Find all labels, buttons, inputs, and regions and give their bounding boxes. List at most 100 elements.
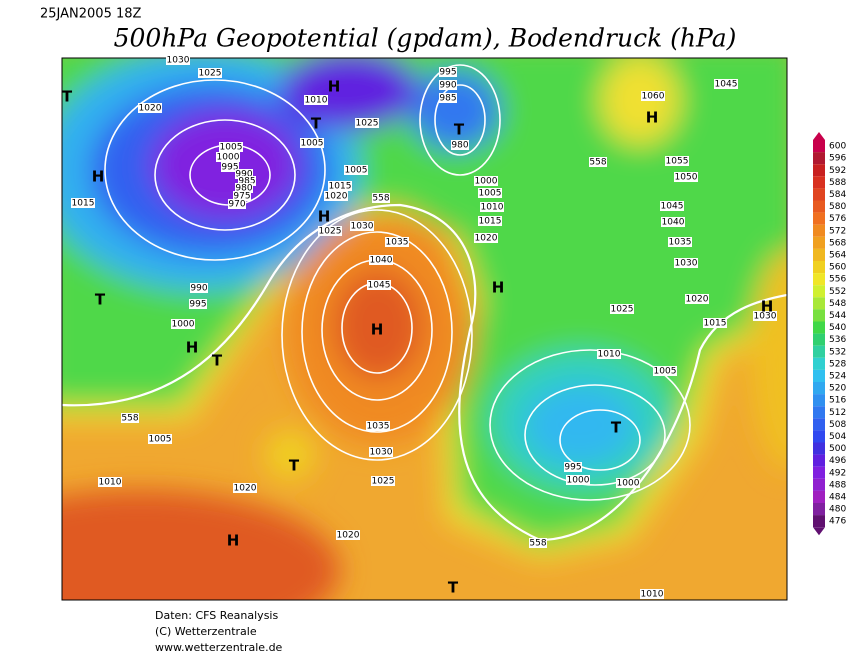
label-bg: [480, 202, 504, 212]
pressure-center: T: [454, 121, 465, 139]
legend-label: 512: [829, 408, 846, 418]
isobar-label: 1010: [641, 590, 664, 600]
pressure-center: H: [646, 109, 659, 127]
legend-label: 540: [829, 323, 846, 333]
legend-label: 560: [829, 263, 846, 273]
legend-swatch: [813, 309, 825, 322]
isobar-label: 1020: [475, 234, 498, 244]
label-bg: [439, 67, 457, 77]
pressure-center: H: [492, 279, 505, 297]
label-bg: [640, 589, 664, 599]
label-bg: [529, 538, 547, 548]
isobar-label: 980: [451, 141, 468, 151]
isobar-label: 1030: [351, 222, 374, 232]
label-bg: [566, 475, 590, 485]
isobar-label: 1045: [661, 202, 684, 212]
isobar-label: 995: [439, 68, 456, 78]
isobar-label: 1025: [372, 477, 395, 487]
isobar-label: 995: [221, 163, 238, 173]
isobar-label: 995: [189, 300, 206, 310]
label-bg: [121, 413, 139, 423]
label-bg: [714, 79, 738, 89]
isobar-label: 1005: [654, 367, 677, 377]
isobar-label: 1015: [704, 319, 727, 329]
isobar-label: 1000: [217, 153, 240, 163]
credit-line: www.wetterzentrale.de: [155, 641, 283, 654]
label-bg: [238, 176, 256, 186]
label-bg: [367, 280, 391, 290]
isobar-label: 1010: [481, 203, 504, 213]
legend-label: 596: [829, 154, 846, 164]
legend-swatch: [813, 333, 825, 346]
legend-swatch: [813, 176, 825, 189]
legend-swatch: [813, 273, 825, 286]
isobar-label: 1020: [337, 531, 360, 541]
label-bg: [668, 237, 692, 247]
legend-label: 476: [829, 517, 846, 527]
isobar-label: 1055: [666, 157, 689, 167]
label-bg: [610, 304, 634, 314]
isobar-label: 1035: [367, 422, 390, 432]
isobar-label: 1025: [199, 69, 222, 79]
label-bg: [597, 349, 621, 359]
label-bg: [166, 55, 190, 65]
label-bg: [233, 191, 251, 201]
isobar-label: 1000: [475, 177, 498, 187]
label-bg: [685, 294, 709, 304]
isobar-label: 1010: [598, 350, 621, 360]
isobar-label: 558: [529, 539, 546, 549]
legend-swatch: [813, 369, 825, 382]
label-bg: [198, 68, 222, 78]
isobar-label: 1025: [356, 119, 379, 129]
label-bg: [564, 462, 582, 472]
isobar-label: 970: [228, 200, 245, 210]
legend-swatch: [813, 345, 825, 358]
credit-line: (C) Wetterzentrale: [155, 625, 257, 638]
label-bg: [589, 157, 607, 167]
label-bg: [478, 188, 502, 198]
legend-label: 492: [829, 468, 846, 478]
legend-label: 488: [829, 480, 846, 490]
legend-label: 532: [829, 347, 846, 357]
legend-swatch: [813, 224, 825, 237]
pressure-center: H: [761, 298, 774, 316]
label-bg: [355, 118, 379, 128]
isobar-label: 990: [190, 284, 207, 294]
legend-label: 520: [829, 384, 846, 394]
label-bg: [439, 80, 457, 90]
label-bg: [369, 447, 393, 457]
legend-label: 484: [829, 492, 846, 502]
pressure-center: T: [311, 115, 322, 133]
isobar-label: 1020: [325, 192, 348, 202]
legend-label: 584: [829, 190, 846, 200]
isobar-label: 1030: [370, 448, 393, 458]
isobar-label: 1050: [675, 173, 698, 183]
pressure-center: T: [289, 457, 300, 475]
isobar-label: 1035: [669, 238, 692, 248]
isobar-label: 1000: [172, 320, 195, 330]
pressure-center: H: [318, 208, 331, 226]
isobar-label: 1030: [167, 56, 190, 66]
legend-label: 544: [829, 311, 846, 321]
label-bg: [674, 172, 698, 182]
isobar-label: 1005: [149, 435, 172, 445]
isobar-label: 1015: [329, 182, 352, 192]
isobar-label: 1010: [99, 478, 122, 488]
label-bg: [674, 258, 698, 268]
isobar-label: 1040: [662, 218, 685, 228]
legend-label: 592: [829, 166, 846, 176]
isobar-label: 1005: [301, 139, 324, 149]
map-field: [62, 58, 787, 600]
legend-arrow: [813, 132, 825, 140]
isobar-label: 1045: [368, 281, 391, 291]
isobar-label: 1030: [754, 312, 777, 322]
pressure-center: H: [371, 321, 384, 339]
legend-swatch: [813, 478, 825, 491]
isobar-label: 1015: [479, 217, 502, 227]
label-bg: [344, 165, 368, 175]
pressure-center: H: [227, 532, 240, 550]
label-bg: [350, 221, 374, 231]
isobar-label: 558: [372, 194, 389, 204]
credit-line: Daten: CFS Reanalysis: [155, 609, 278, 622]
isobar-label: 990: [235, 170, 252, 180]
